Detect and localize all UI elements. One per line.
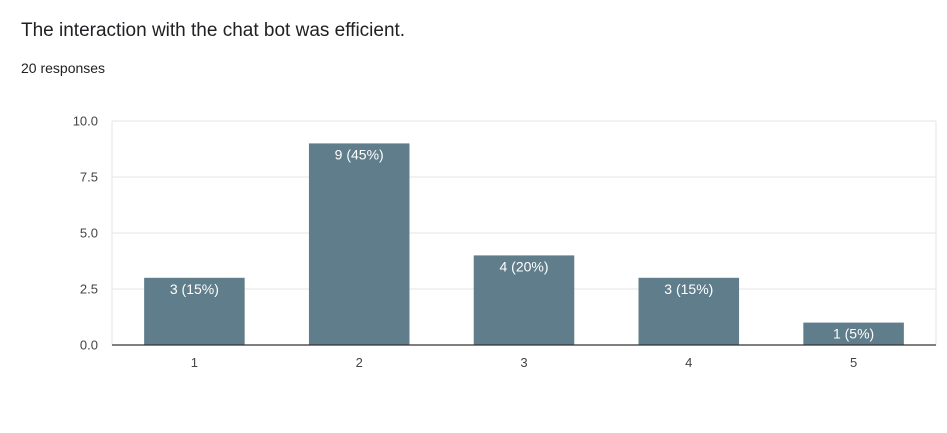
response-count: 20 responses — [21, 60, 106, 76]
y-tick-label: 7.5 — [80, 170, 98, 185]
y-tick-label: 10.0 — [73, 114, 98, 129]
bar-value-label: 3 (15%) — [170, 281, 219, 297]
x-tick-label: 3 — [520, 355, 527, 370]
y-axis-ticks: 0.0 2.5 5.0 7.5 10.0 — [73, 114, 98, 353]
x-tick-label: 2 — [356, 355, 363, 370]
x-tick-label: 4 — [685, 355, 692, 370]
bar-5 — [803, 322, 904, 345]
bar-2 — [308, 143, 410, 345]
bar-value-label: 1 (5%) — [833, 326, 874, 342]
bar-1 — [144, 277, 245, 345]
question-title: The interaction with the chat bot was ef… — [21, 20, 406, 41]
bar-value-label: 3 (15%) — [664, 281, 713, 297]
bar-value-label: 9 (45%) — [335, 146, 384, 162]
y-tick-label: 5.0 — [80, 226, 98, 241]
y-tick-label: 0.0 — [80, 338, 98, 353]
y-tick-label: 2.5 — [80, 282, 98, 297]
bar-4 — [638, 277, 740, 345]
bars — [144, 143, 904, 345]
bar-value-label: 4 (20%) — [499, 258, 548, 274]
bar-3 — [473, 255, 575, 345]
x-tick-label: 1 — [191, 355, 198, 370]
x-tick-label: 5 — [850, 355, 857, 370]
x-axis-ticks: 1 2 3 4 5 — [191, 355, 857, 370]
bar-labels: 3 (15%) 9 (45%) 4 (20%) 3 (15%) 1 (5%) — [170, 146, 874, 341]
